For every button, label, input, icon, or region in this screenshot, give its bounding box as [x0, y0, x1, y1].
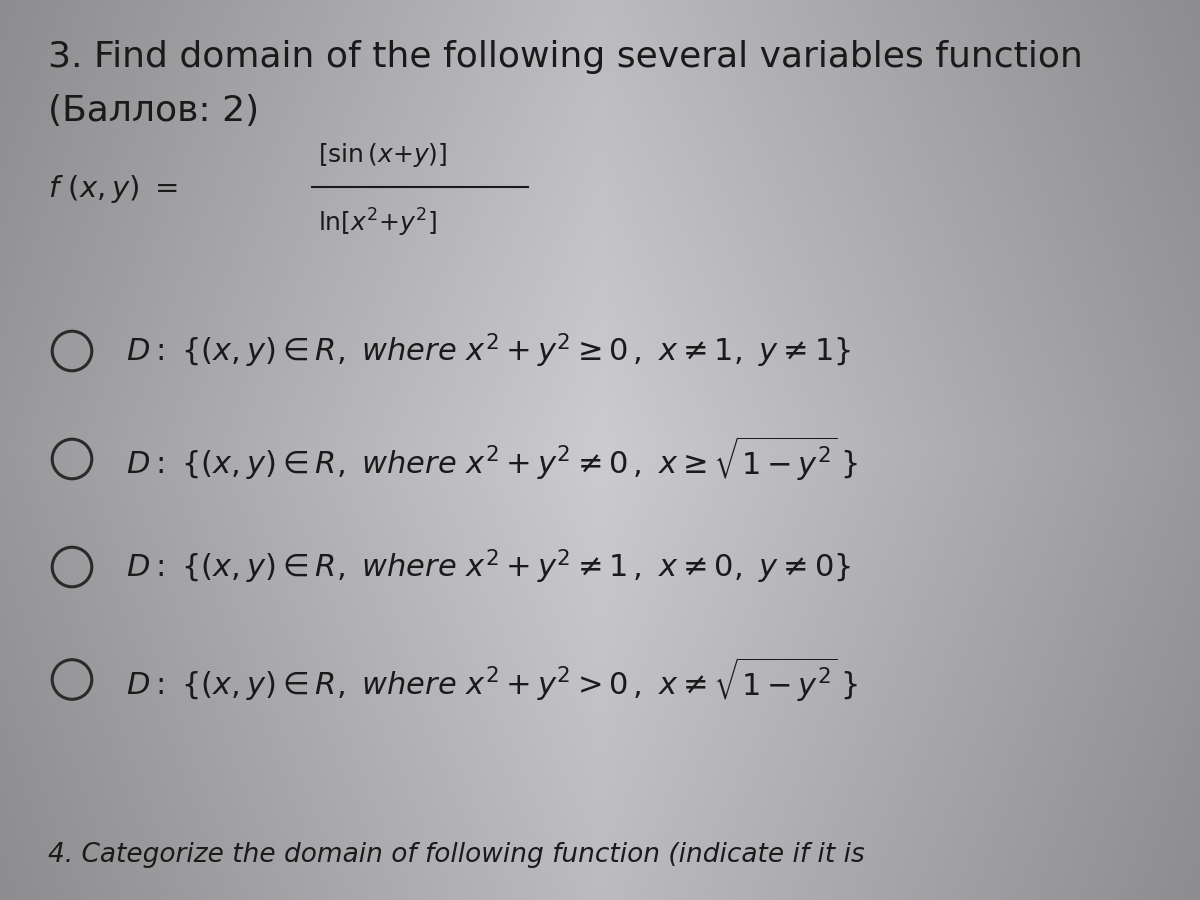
Text: $D:\ \{(x, y) \in R,\ \mathit{where}\ x^2 + y^2 \neq 0\,,\ x \geq \sqrt{1 - y^2}: $D:\ \{(x, y) \in R,\ \mathit{where}\ x^… [126, 435, 858, 483]
Text: $D:\ \{(x, y) \in R,\ \mathit{where}\ x^2 + y^2 \geq 0\,,\ x \neq 1,\ y \neq 1\}: $D:\ \{(x, y) \in R,\ \mathit{where}\ x^… [126, 332, 851, 370]
Text: (Баллов: 2): (Баллов: 2) [48, 94, 259, 129]
Text: $f\ (x, y)\ =$: $f\ (x, y)\ =$ [48, 173, 179, 205]
Text: $[\mathrm{sin}\,(x{+}y)]$: $[\mathrm{sin}\,(x{+}y)]$ [318, 140, 448, 169]
Text: $D:\ \{(x, y) \in R,\ \mathit{where}\ x^2 + y^2 \neq 1\,,\ x \neq 0,\ y \neq 0\}: $D:\ \{(x, y) \in R,\ \mathit{where}\ x^… [126, 548, 851, 586]
Text: $D:\ \{(x, y) \in R,\ \mathit{where}\ x^2 + y^2 > 0\,,\ x \neq \sqrt{1 - y^2}\,\: $D:\ \{(x, y) \in R,\ \mathit{where}\ x^… [126, 655, 858, 704]
Text: 3. Find domain of the following several variables function: 3. Find domain of the following several … [48, 40, 1082, 75]
Text: $\mathrm{ln}[x^2{+}y^2]$: $\mathrm{ln}[x^2{+}y^2]$ [318, 207, 437, 239]
Text: 4. Categorize the domain of following function (indicate if it is: 4. Categorize the domain of following fu… [48, 842, 865, 868]
